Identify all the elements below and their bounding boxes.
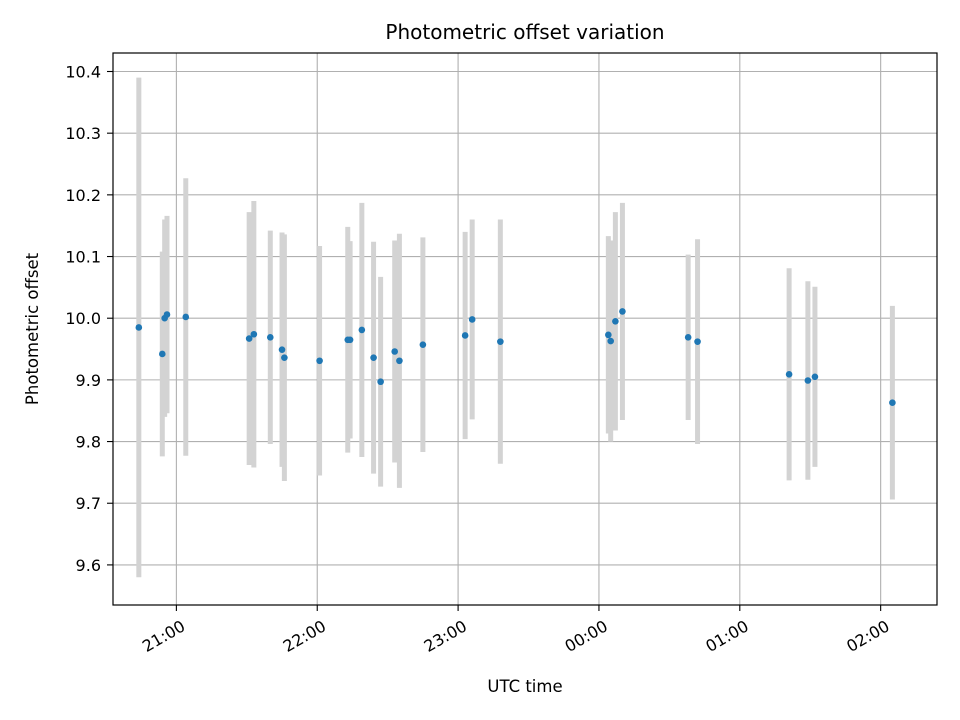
data-point xyxy=(370,354,377,361)
y-axis-ticks: 9.6 9.7 9.8 9.9 10.0 10.1 10.2 10.3 10.4 xyxy=(65,63,113,575)
data-point xyxy=(612,317,619,325)
data-point xyxy=(607,337,614,345)
y-tick-label: 9.8 xyxy=(76,433,101,452)
data-point xyxy=(461,332,469,339)
data-point xyxy=(245,335,253,342)
data-point xyxy=(804,377,812,384)
data-point xyxy=(811,373,819,381)
data-point xyxy=(785,371,793,378)
data-point xyxy=(889,399,896,407)
data-point xyxy=(694,338,701,345)
plot-frame xyxy=(112,52,938,606)
x-axis-label: UTC time xyxy=(487,677,562,696)
data-point xyxy=(182,313,190,321)
y-tick-label: 9.6 xyxy=(76,556,101,575)
data-point xyxy=(468,316,476,323)
data-point xyxy=(497,338,504,345)
data-point xyxy=(346,336,354,344)
data-point xyxy=(266,334,274,341)
y-tick-label: 10.3 xyxy=(65,124,101,143)
data-point xyxy=(250,330,258,338)
data-point xyxy=(419,341,427,349)
data-point xyxy=(619,308,626,315)
data-point xyxy=(396,357,403,365)
data-points xyxy=(135,308,896,407)
data-point xyxy=(684,334,692,341)
y-tick-label: 10.1 xyxy=(65,248,101,267)
data-point xyxy=(158,350,166,358)
data-point xyxy=(316,357,323,365)
data-point xyxy=(278,346,286,353)
chart-title: Photometric offset variation xyxy=(385,20,664,44)
data-point xyxy=(135,324,143,331)
data-point xyxy=(281,354,288,361)
data-point xyxy=(358,326,366,334)
data-point xyxy=(377,378,384,386)
y-tick-label: 10.0 xyxy=(65,309,101,328)
y-tick-label: 9.9 xyxy=(76,371,101,390)
data-point xyxy=(163,311,171,318)
y-tick-label: 10.2 xyxy=(65,186,101,205)
y-tick-label: 10.4 xyxy=(65,63,101,82)
y-axis-label: Photometric offset xyxy=(23,252,42,405)
data-point xyxy=(605,331,612,339)
y-tick-label: 9.7 xyxy=(76,494,101,513)
data-point xyxy=(391,348,399,355)
